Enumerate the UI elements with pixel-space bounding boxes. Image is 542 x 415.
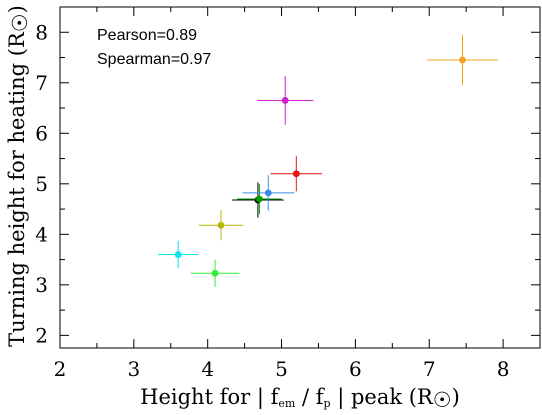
data-point bbox=[257, 76, 314, 125]
data-point bbox=[158, 240, 199, 269]
x-tick-label: 6 bbox=[349, 357, 362, 381]
point-marker bbox=[292, 170, 300, 178]
x-tick-label: 7 bbox=[423, 357, 436, 381]
point-marker bbox=[174, 251, 182, 258]
point-marker bbox=[281, 97, 289, 104]
data-point bbox=[237, 183, 282, 215]
point-marker bbox=[217, 221, 225, 229]
y-tick-label: 7 bbox=[35, 71, 48, 95]
y-tick-labels: 2 3 4 5 6 7 8 bbox=[35, 20, 48, 347]
data-point bbox=[242, 175, 295, 211]
y-tick-label: 2 bbox=[35, 323, 48, 347]
y-tick-label: 3 bbox=[35, 273, 48, 297]
data-points bbox=[158, 34, 498, 287]
y-tick-label: 8 bbox=[35, 20, 48, 44]
point-marker bbox=[211, 269, 219, 277]
data-point bbox=[270, 156, 323, 192]
spearman-annotation: Spearman=0.97 bbox=[97, 51, 211, 68]
axis-ticks bbox=[59, 6, 541, 348]
x-tick-label: 3 bbox=[127, 357, 140, 381]
y-tick-label: 6 bbox=[35, 121, 48, 145]
plot-frame bbox=[59, 6, 541, 349]
data-point bbox=[427, 34, 498, 86]
point-marker bbox=[255, 195, 263, 203]
x-axis-title: Height for | fem / fp | peak (R☉) bbox=[140, 385, 460, 412]
x-tick-label: 2 bbox=[54, 357, 67, 381]
x-tick-label: 8 bbox=[497, 357, 510, 381]
x-tick-label: 5 bbox=[275, 357, 288, 381]
y-axis-title: Turning height for heating (R☉) bbox=[5, 5, 32, 347]
x-tick-labels: 2 3 4 5 6 7 8 bbox=[54, 357, 510, 381]
data-point bbox=[190, 259, 240, 287]
x-tick-label: 4 bbox=[201, 357, 214, 381]
point-marker bbox=[459, 56, 466, 64]
pearson-annotation: Pearson=0.89 bbox=[97, 27, 197, 44]
data-point bbox=[198, 210, 244, 241]
point-marker bbox=[264, 189, 272, 197]
y-tick-label: 5 bbox=[35, 172, 48, 196]
y-tick-label: 4 bbox=[35, 222, 48, 246]
